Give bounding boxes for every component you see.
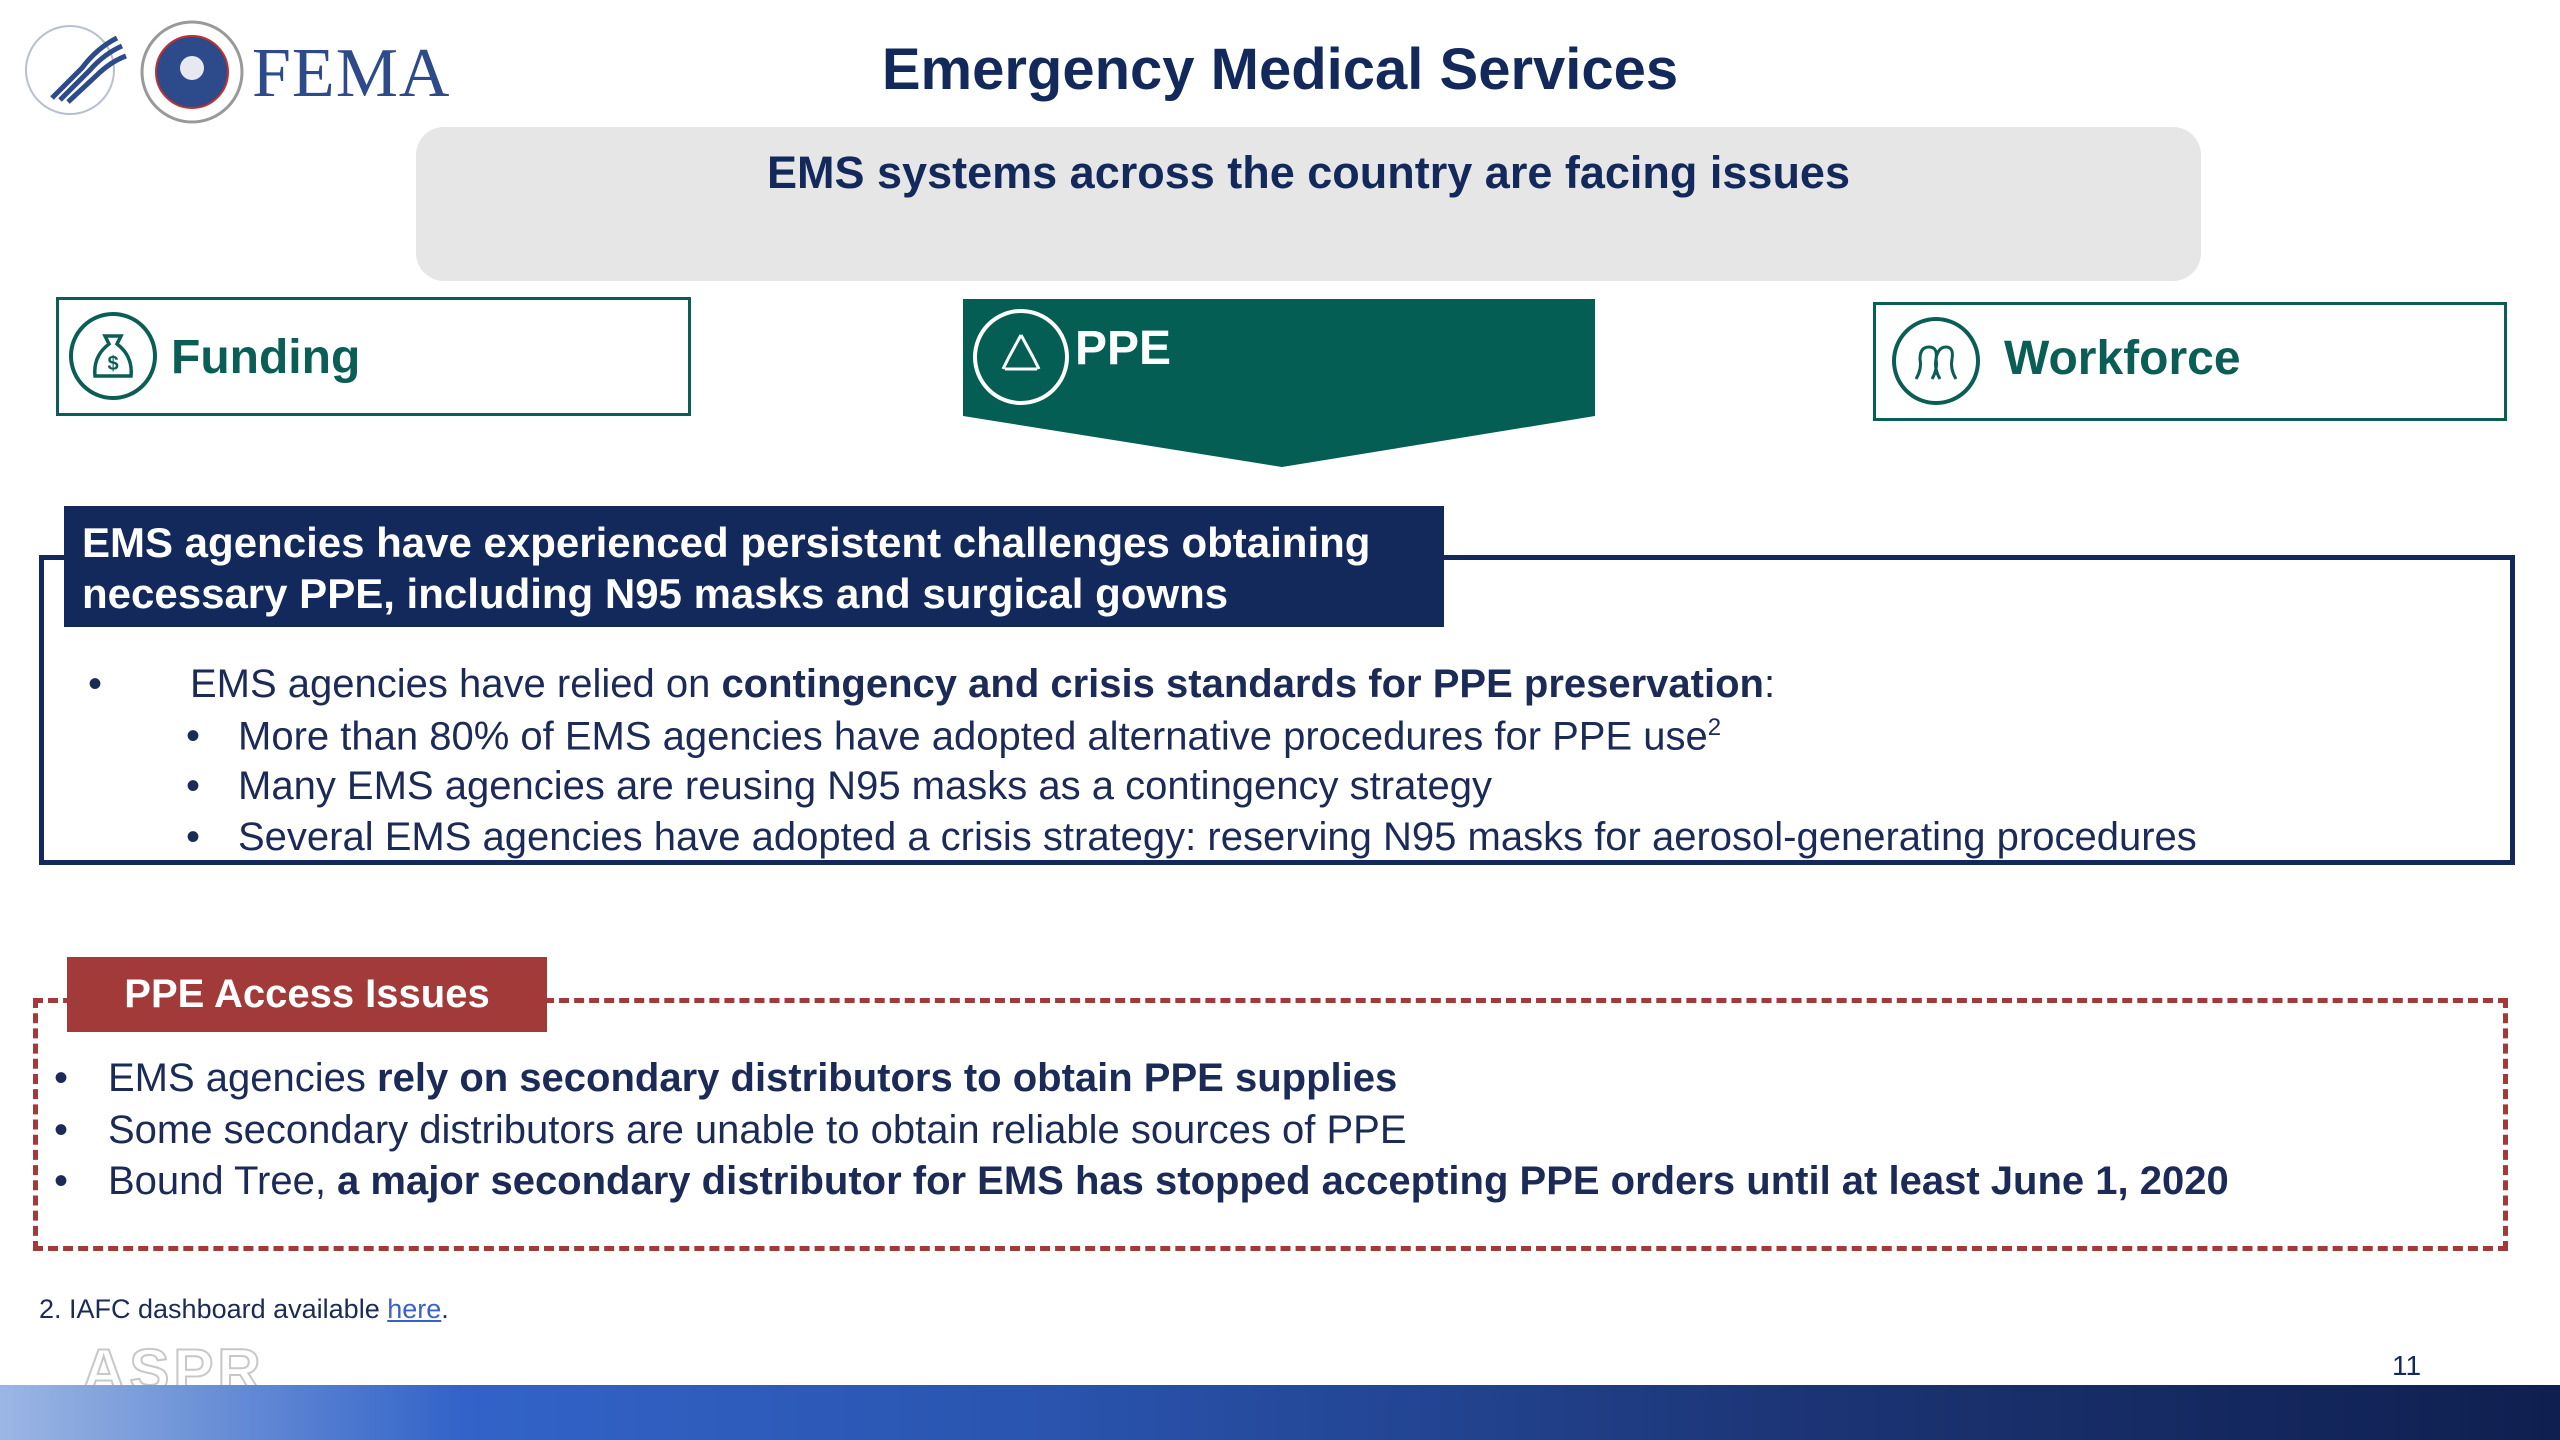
banner-text: EMS systems across the country are facin…	[767, 147, 1850, 198]
category-label: Workforce	[2004, 332, 2241, 385]
fema-logo-text: FEMA	[252, 35, 451, 112]
people-icon	[1892, 317, 1980, 405]
bullet-icon: •	[54, 1108, 69, 1152]
footer-bar	[0, 1385, 2560, 1440]
footnote-link[interactable]: here	[387, 1294, 442, 1324]
ppe-access-issues-box: • EMS agencies rely on secondary distrib…	[33, 998, 2508, 1251]
footnote-text: 2. IAFC dashboard available	[39, 1294, 388, 1324]
bullet-icon: •	[54, 1159, 69, 1203]
heading-line: necessary PPE, including N95 masks and s…	[82, 570, 1229, 617]
bullet-icon: •	[186, 714, 201, 758]
category-ppe-active[interactable]: PPE	[963, 299, 1595, 469]
subbullet-text: Many EMS agencies are reusing N95 masks …	[238, 764, 1492, 808]
page-number: 11	[2392, 1350, 2422, 1381]
recycle-icon	[973, 309, 1069, 405]
ppe-challenges-box: • EMS agencies have relied on contingenc…	[39, 555, 2515, 865]
subbullet-text: More than 80% of EMS agencies have adopt…	[238, 714, 1708, 759]
summary-banner: EMS systems across the country are facin…	[416, 127, 2201, 281]
bullet-icon: •	[88, 662, 103, 706]
bullet-icon: •	[186, 815, 201, 859]
bullet-text: Bound Tree,	[108, 1159, 338, 1203]
heading-line: EMS agencies have experienced persistent…	[82, 519, 1371, 566]
category-label: Funding	[171, 331, 361, 384]
bullet-icon: •	[54, 1056, 69, 1100]
bullet-text: EMS agencies have relied on	[190, 662, 722, 706]
hhs-dhs-logos	[22, 18, 442, 130]
bullet-bold-text: contingency and crisis standards for PPE…	[721, 662, 1764, 706]
bullet-bold-text: a major secondary distributor for EMS ha…	[337, 1159, 2229, 1203]
footnote: 2. IAFC dashboard available here.	[39, 1294, 449, 1325]
footnote-end: .	[441, 1294, 449, 1324]
bullet-text: EMS agencies	[108, 1056, 378, 1100]
subbullet-text: Several EMS agencies have adopted a cris…	[238, 815, 2197, 859]
ppe-access-issues-heading: PPE Access Issues	[67, 957, 547, 1032]
bullet-text-end: :	[1763, 662, 1776, 706]
ppe-challenges-heading: EMS agencies have experienced persistent…	[64, 506, 1444, 627]
svg-text:$: $	[107, 353, 118, 375]
footnote-ref: 2	[1707, 714, 1722, 741]
category-funding[interactable]: $ Funding	[56, 297, 691, 416]
bullet-text: Some secondary distributors are unable t…	[108, 1108, 1407, 1152]
hhs-eagle-icon	[25, 20, 244, 124]
category-label: PPE	[1075, 322, 1172, 375]
bullet-bold-text: rely on secondary distributors to obtain…	[377, 1056, 1398, 1100]
bullet-icon: •	[186, 764, 201, 808]
category-workforce[interactable]: Workforce	[1873, 302, 2507, 421]
money-bag-icon: $	[69, 312, 157, 400]
page-title: Emergency Medical Services	[881, 37, 1679, 102]
